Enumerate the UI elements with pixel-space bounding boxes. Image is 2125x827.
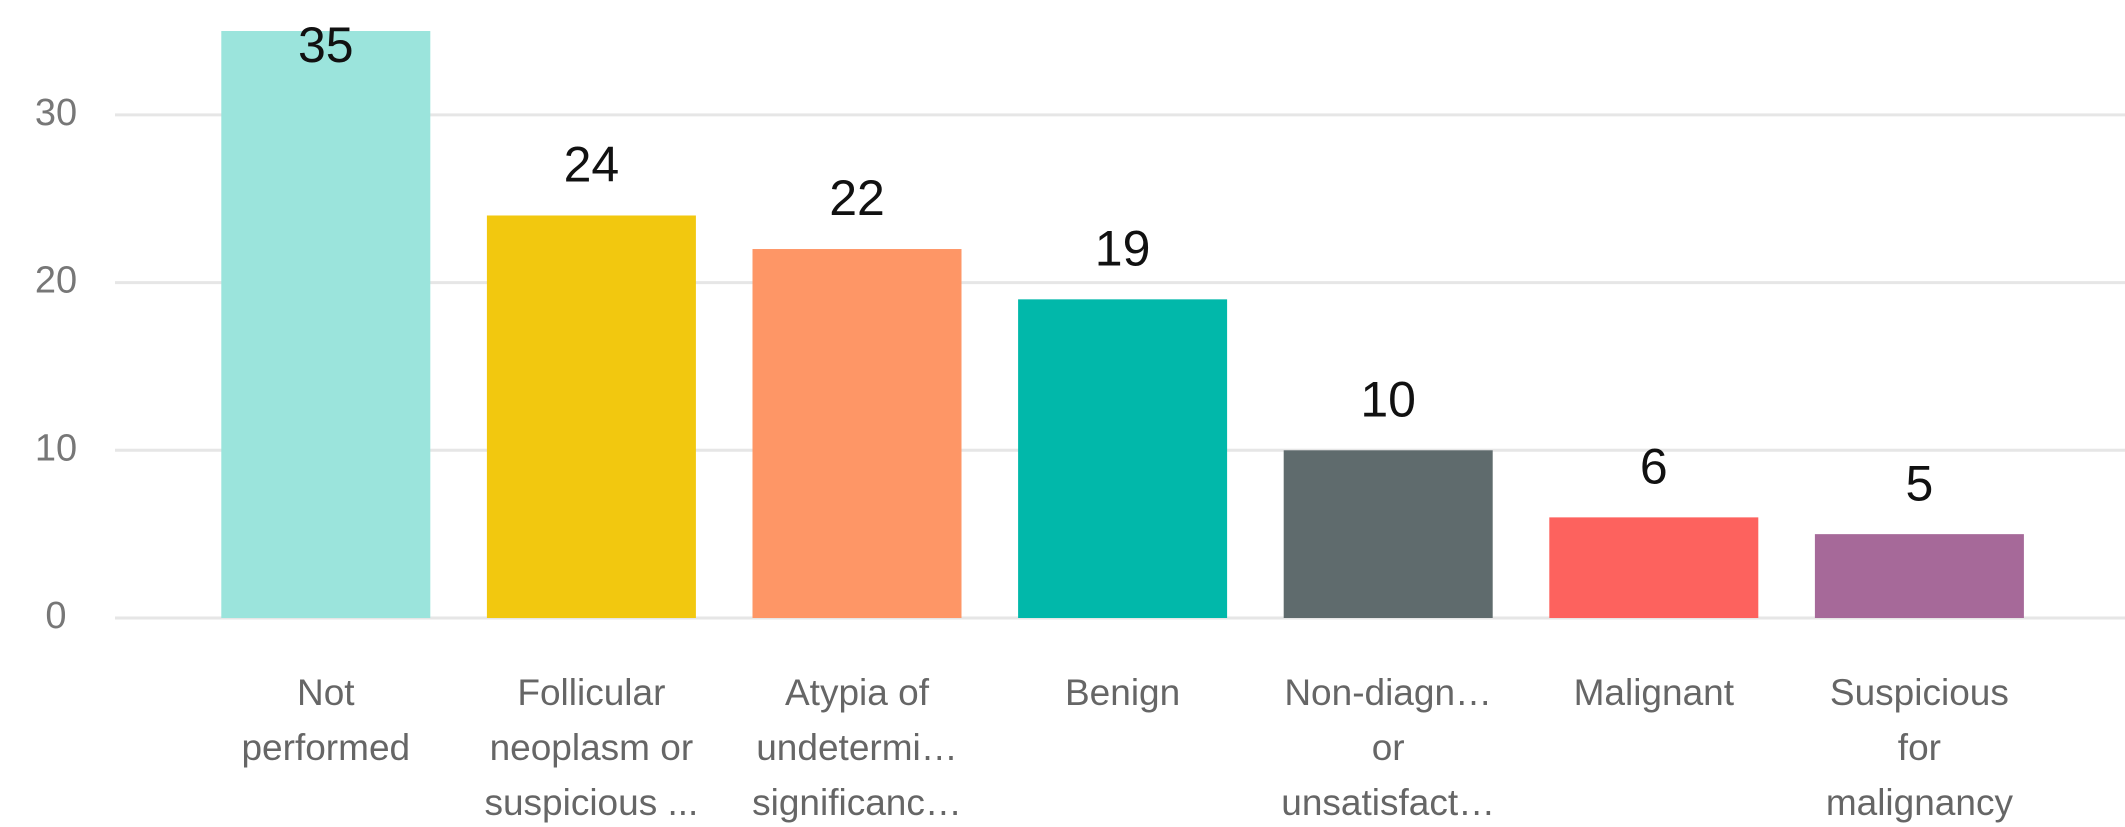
data-label: 5 bbox=[1905, 455, 1933, 511]
x-tick-label: Follicular neoplasm or suspicious ... bbox=[484, 672, 699, 823]
bar bbox=[1283, 450, 1493, 618]
x-tick-label: Atypia of undetermi… significanc… bbox=[752, 672, 962, 823]
y-tick-label: 20 bbox=[35, 260, 77, 302]
x-tick-label: Malignant bbox=[1573, 672, 1735, 713]
data-label: 19 bbox=[1095, 221, 1151, 277]
y-tick-label: 30 bbox=[35, 92, 77, 134]
bar bbox=[1549, 517, 1759, 618]
x-tick-label: Suspicious for malignancy bbox=[1825, 672, 2013, 823]
bar bbox=[752, 249, 962, 618]
data-label: 35 bbox=[298, 17, 354, 73]
bar bbox=[1018, 299, 1228, 618]
data-label: 22 bbox=[829, 170, 885, 226]
data-label: 10 bbox=[1360, 371, 1416, 427]
bar bbox=[1814, 534, 2024, 618]
bar bbox=[221, 31, 431, 618]
bar bbox=[486, 215, 696, 618]
y-tick-label: 10 bbox=[35, 427, 77, 469]
y-tick-label: 0 bbox=[45, 595, 66, 637]
x-tick-label: Non-diagn… or unsatisfact… bbox=[1281, 672, 1496, 823]
data-label: 6 bbox=[1640, 439, 1668, 495]
x-tick-label: Not performed bbox=[241, 672, 411, 768]
x-tick-label: Benign bbox=[1064, 672, 1181, 713]
data-label: 24 bbox=[564, 137, 620, 193]
